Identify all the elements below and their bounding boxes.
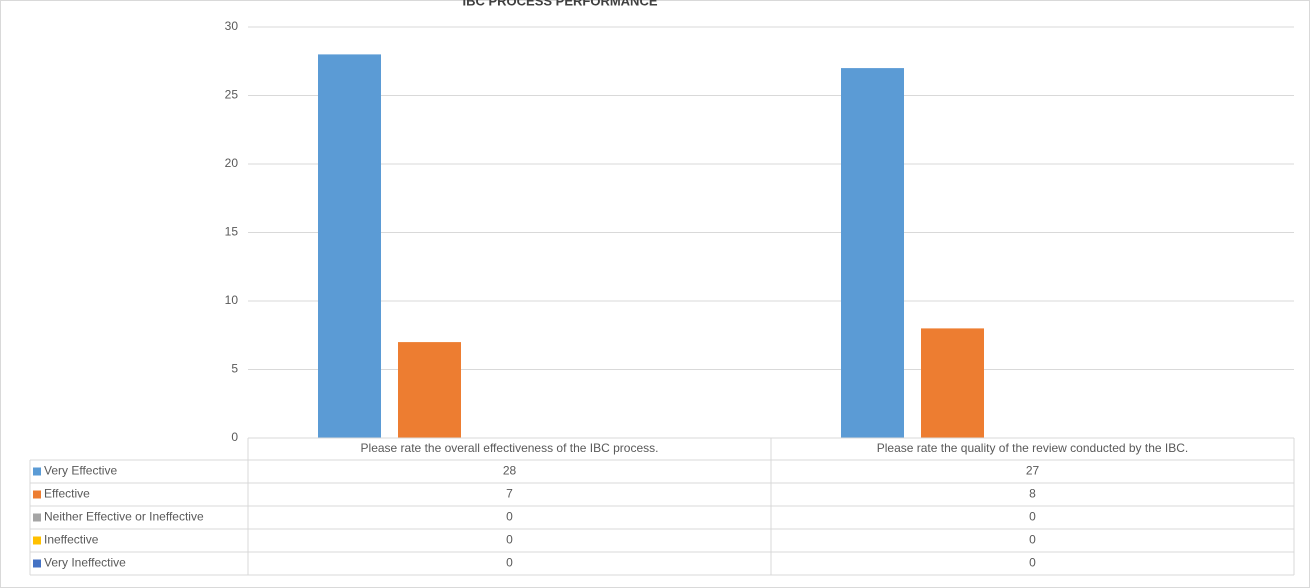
y-tick-label: 25	[225, 88, 239, 102]
legend-label: Effective	[44, 487, 90, 501]
legend-label: Ineffective	[44, 533, 99, 547]
legend-key	[33, 467, 41, 476]
bar	[398, 342, 461, 438]
legend-key	[33, 513, 41, 522]
table-value: 8	[1029, 487, 1036, 501]
legend-key	[33, 490, 41, 499]
legend-label: Neither Effective or Ineffective	[44, 510, 204, 524]
y-tick-label: 0	[231, 430, 238, 444]
legend-label: Very Effective	[44, 464, 117, 478]
legend-key	[33, 536, 41, 545]
y-tick-label: 30	[225, 19, 239, 33]
bar	[841, 68, 904, 438]
chart-title: IBC PROCESS PERFORMANCE	[462, 0, 657, 8]
bar	[318, 54, 381, 439]
table-value: 7	[506, 487, 513, 501]
table-value: 0	[506, 556, 513, 570]
y-tick-label: 15	[225, 225, 239, 239]
legend-key	[33, 559, 41, 568]
table-value: 0	[506, 533, 513, 547]
y-tick-label: 5	[231, 362, 238, 376]
table-value: 0	[1029, 533, 1036, 547]
table-value: 0	[1029, 510, 1036, 524]
table-value: 0	[506, 510, 513, 524]
y-tick-label: 20	[225, 156, 239, 170]
table-value: 27	[1026, 464, 1040, 478]
table-value: 0	[1029, 556, 1036, 570]
legend-label: Very Ineffective	[44, 556, 126, 570]
x-tick-label: Please rate the overall effectiveness of…	[361, 441, 659, 455]
x-tick-label: Please rate the quality of the review co…	[877, 441, 1189, 455]
table-value: 28	[503, 464, 517, 478]
y-tick-label: 10	[225, 293, 239, 307]
bar	[921, 328, 984, 438]
